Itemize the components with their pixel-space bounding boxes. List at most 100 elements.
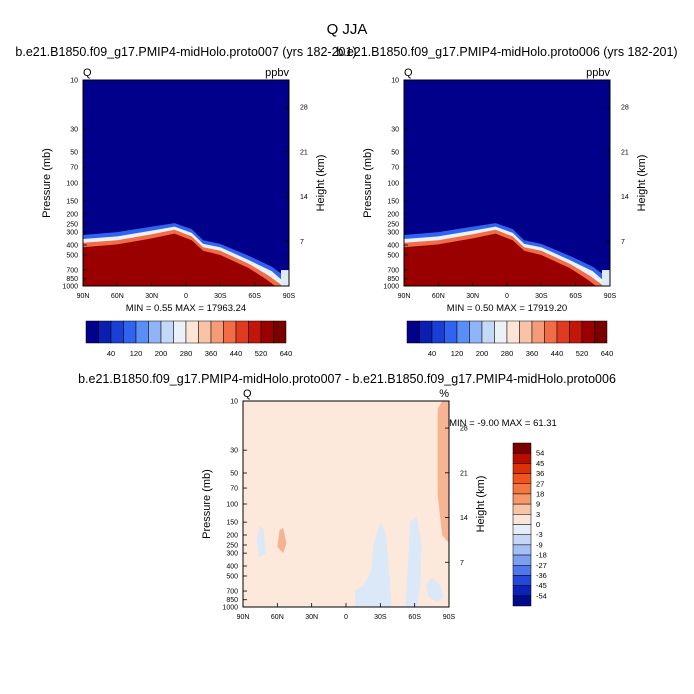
colorbar-swatch: [512, 524, 532, 535]
colorbar-label: -36: [536, 571, 547, 580]
colorbar-swatch: [456, 320, 470, 344]
y-tick-label: 700: [387, 268, 399, 275]
y-tick-label: 850: [387, 276, 399, 283]
colorbar-label: 360: [526, 349, 539, 358]
colorbar-label: 440: [551, 349, 564, 358]
colorbar-swatch: [512, 554, 532, 566]
colorbar-swatch: [512, 514, 532, 525]
colorbar-swatch: [173, 320, 187, 344]
field-shading: [83, 80, 289, 286]
height-tick-label: 7: [460, 560, 464, 567]
y-tick-label: 500: [66, 252, 78, 259]
colorbar-label: 9: [536, 500, 540, 509]
chart-panels: b.e21.B1850.f09_g17.PMIP4-midHolo.proto0…: [15, 45, 677, 621]
colorbar-label: -9: [536, 540, 543, 549]
chart-title: b.e21.B1850.f09_g17.PMIP4-midHolo.proto0…: [15, 45, 356, 59]
colorbar-swatch: [512, 503, 532, 515]
units-label: ppbv: [265, 67, 289, 79]
height-tick-label: 21: [300, 149, 308, 156]
chart-title: b.e21.B1850.f09_g17.PMIP4-midHolo.proto0…: [78, 372, 616, 386]
colorbar-swatch: [185, 320, 199, 344]
x-tick-label: 90S: [443, 614, 456, 621]
y-tick-label: 70: [230, 486, 238, 493]
y-tick-label: 400: [387, 243, 399, 250]
min-max-stats: MIN = -9.00 MAX = 61.31: [449, 418, 557, 429]
colorbar: 40 120 200 280 360 440 520 640: [406, 320, 613, 358]
height-tick-label: 28: [300, 105, 308, 112]
y-tick-label: 100: [66, 181, 78, 188]
y-tick-label: 200: [387, 212, 399, 219]
y-tick-label: 200: [66, 212, 78, 219]
colorbar-swatch: [512, 473, 532, 484]
y-tick-label: 150: [226, 520, 238, 527]
colorbar-swatch: [512, 452, 532, 464]
colorbar-swatch: [519, 320, 533, 344]
y-tick-label: 10: [391, 78, 399, 85]
colorbar-swatch: [160, 320, 174, 344]
x-tick-label: 0: [344, 614, 348, 621]
colorbar-swatch: [273, 320, 287, 344]
y-tick-label: 10: [230, 399, 238, 406]
colorbar-swatch: [148, 320, 162, 344]
chart-panel-1: b.e21.B1850.f09_g17.PMIP4-midHolo.proto0…: [15, 45, 356, 358]
colorbar-label: 640: [280, 349, 293, 358]
x-tick-label: 60S: [569, 293, 582, 300]
colorbar-label: -18: [536, 551, 547, 560]
colorbar-swatch: [198, 320, 212, 344]
x-tick-label: 90N: [237, 614, 250, 621]
contour-band-high: [83, 233, 276, 286]
y-axis-right-label: Height (km): [475, 476, 487, 533]
y-tick-label: 150: [66, 199, 78, 206]
field-shading: [243, 401, 449, 607]
y-tick-label: 30: [230, 448, 238, 455]
colorbar-swatch: [506, 320, 520, 344]
colorbar-swatch: [85, 320, 99, 344]
colorbar-swatch: [512, 595, 532, 607]
positive-patch-north: [277, 527, 287, 554]
polar-light-patch: [281, 270, 289, 286]
colorbar-swatch: [260, 320, 274, 344]
negative-patch-north: [256, 525, 266, 558]
x-tick-label: 30N: [305, 614, 318, 621]
y-tick-label: 500: [226, 573, 238, 580]
colorbar-swatch: [431, 320, 445, 344]
colorbar-label: 27: [536, 479, 544, 488]
colorbar-label: 45: [536, 459, 544, 468]
variable-label: Q: [404, 67, 413, 79]
x-tick-label: 30N: [466, 293, 479, 300]
colorbar-swatch: [406, 320, 420, 344]
height-tick-label: 28: [460, 426, 468, 433]
y-tick-label: 850: [226, 597, 238, 604]
y-tick-label: 400: [226, 564, 238, 571]
height-tick-label: 7: [621, 239, 625, 246]
y-tick-label: 150: [387, 199, 399, 206]
x-tick-label: 0: [184, 293, 188, 300]
chart-title: b.e21.B1850.f09_g17.PMIP4-midHolo.proto0…: [336, 45, 677, 59]
colorbar-label: 440: [230, 349, 243, 358]
positive-patch-polar: [437, 401, 449, 544]
y-tick-label: 500: [387, 252, 399, 259]
colorbar-swatch: [123, 320, 137, 344]
units-label: %: [439, 388, 449, 400]
y-tick-label: 70: [391, 165, 399, 172]
y-axis-label: Pressure (mb): [41, 148, 53, 218]
y-tick-label: 1000: [383, 284, 399, 291]
y-axis-label: Pressure (mb): [362, 148, 374, 218]
y-tick-label: 100: [387, 181, 399, 188]
page-title: Q JJA: [327, 21, 368, 38]
x-tick-label: 30S: [374, 614, 387, 621]
colorbar: 40 120 200 280 360 440 520 640: [85, 320, 293, 358]
colorbar-swatch: [469, 320, 483, 344]
x-tick-label: 30S: [535, 293, 548, 300]
colorbar-label: 120: [130, 349, 143, 358]
y-tick-label: 10: [70, 78, 78, 85]
colorbar-label: -27: [536, 561, 547, 570]
colorbar-swatch: [210, 320, 224, 344]
y-tick-label: 300: [66, 230, 78, 237]
colorbar-label: 54: [536, 449, 544, 458]
colorbar-swatch: [444, 320, 458, 344]
height-tick-label: 14: [460, 515, 468, 522]
colorbar-swatch: [98, 320, 112, 344]
y-tick-label: 250: [387, 221, 399, 228]
